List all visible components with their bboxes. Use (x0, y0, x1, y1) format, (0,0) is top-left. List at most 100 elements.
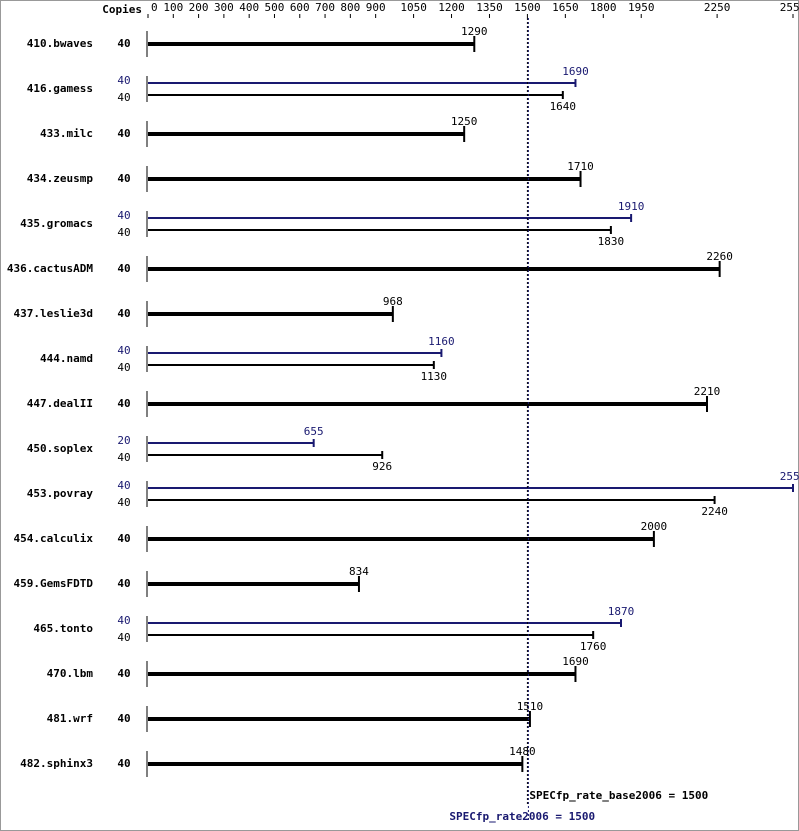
copies: 40 (117, 307, 130, 320)
copies: 40 (117, 532, 130, 545)
value-label: 2210 (694, 385, 721, 398)
copies: 40 (117, 37, 130, 50)
x-tick-label: 1200 (438, 1, 465, 14)
value-label: 968 (383, 295, 403, 308)
bar (148, 94, 563, 96)
bar (148, 177, 581, 181)
bar (148, 229, 611, 231)
x-tick-label: 2250 (704, 1, 731, 14)
bar (148, 454, 383, 456)
x-tick-label: 1650 (552, 1, 579, 14)
copies: 40 (117, 209, 130, 222)
benchmark-name: 435.gromacs (20, 217, 93, 230)
copies: 40 (117, 667, 130, 680)
benchmark-name: 416.gamess (27, 82, 93, 95)
value-label: 1710 (567, 160, 594, 173)
copies: 20 (117, 434, 130, 447)
value-label: 926 (372, 460, 392, 473)
x-tick-label: 700 (315, 1, 335, 14)
copies: 40 (117, 397, 130, 410)
value-label: 2240 (701, 505, 728, 518)
reference-label: SPECfp_rate_base2006 = 1500 (529, 789, 708, 802)
copies: 40 (117, 172, 130, 185)
value-label: 1290 (461, 25, 488, 38)
value-label: 1130 (421, 370, 448, 383)
copies: 40 (117, 451, 130, 464)
x-tick-label: 500 (265, 1, 285, 14)
bar (148, 487, 793, 489)
benchmark-name: 453.povray (27, 487, 94, 500)
value-label: 1910 (618, 200, 645, 213)
value-label: 1510 (517, 700, 544, 713)
value-label: 1640 (550, 100, 577, 113)
bar (148, 312, 393, 316)
bar (148, 402, 707, 406)
copies: 40 (117, 631, 130, 644)
bar (148, 634, 594, 636)
benchmark-name: 444.namd (40, 352, 93, 365)
copies-header: Copies (102, 3, 142, 16)
benchmark-name: 465.tonto (33, 622, 93, 635)
x-tick-label: 800 (340, 1, 360, 14)
bar (148, 217, 632, 219)
bar (148, 132, 465, 136)
bar (148, 42, 475, 46)
bar (148, 717, 530, 721)
copies: 40 (117, 74, 130, 87)
bar (148, 537, 654, 541)
copies: 40 (117, 91, 130, 104)
reference-label: SPECfp_rate2006 = 1500 (449, 810, 595, 823)
copies: 40 (117, 757, 130, 770)
bar (148, 762, 523, 766)
value-label: 1870 (608, 605, 635, 618)
value-label: 1760 (580, 640, 607, 653)
copies: 40 (117, 226, 130, 239)
benchmark-name: 459.GemsFDTD (14, 577, 94, 590)
value-label: 1690 (562, 655, 589, 668)
benchmark-name: 450.soplex (27, 442, 94, 455)
value-label: 1160 (428, 335, 455, 348)
benchmark-name: 433.milc (40, 127, 93, 140)
copies: 40 (117, 479, 130, 492)
x-tick-label: 300 (214, 1, 234, 14)
bar (148, 582, 359, 586)
benchmark-name: 482.sphinx3 (20, 757, 93, 770)
x-tick-label: 1950 (628, 1, 655, 14)
bar (148, 82, 576, 84)
value-label: 1250 (451, 115, 478, 128)
x-tick-label: 2550 (780, 1, 799, 14)
benchmark-name: 470.lbm (47, 667, 94, 680)
bar (148, 352, 442, 354)
copies: 40 (117, 361, 130, 374)
bar (148, 364, 434, 366)
copies: 40 (117, 614, 130, 627)
value-label: 2260 (706, 250, 733, 263)
x-tick-label: 600 (290, 1, 310, 14)
copies: 40 (117, 344, 130, 357)
copies: 40 (117, 262, 130, 275)
value-label: 1690 (562, 65, 589, 78)
x-tick-label: 1350 (476, 1, 503, 14)
copies: 40 (117, 577, 130, 590)
benchmark-name: 436.cactusADM (7, 262, 93, 275)
benchmark-name: 454.calculix (14, 532, 94, 545)
x-tick-label: 1800 (590, 1, 617, 14)
value-label: 2000 (641, 520, 668, 533)
bar (148, 672, 576, 676)
x-tick-label: 0 (151, 1, 158, 14)
x-tick-label: 200 (189, 1, 209, 14)
benchmark-name: 434.zeusmp (27, 172, 94, 185)
benchmark-name: 481.wrf (47, 712, 93, 725)
x-tick-label: 400 (239, 1, 259, 14)
x-tick-label: 100 (163, 1, 183, 14)
value-label: 834 (349, 565, 369, 578)
bar (148, 499, 715, 501)
copies: 40 (117, 496, 130, 509)
bar (148, 622, 621, 624)
bar (148, 267, 720, 271)
benchmark-name: 447.dealII (27, 397, 93, 410)
copies: 40 (117, 712, 130, 725)
